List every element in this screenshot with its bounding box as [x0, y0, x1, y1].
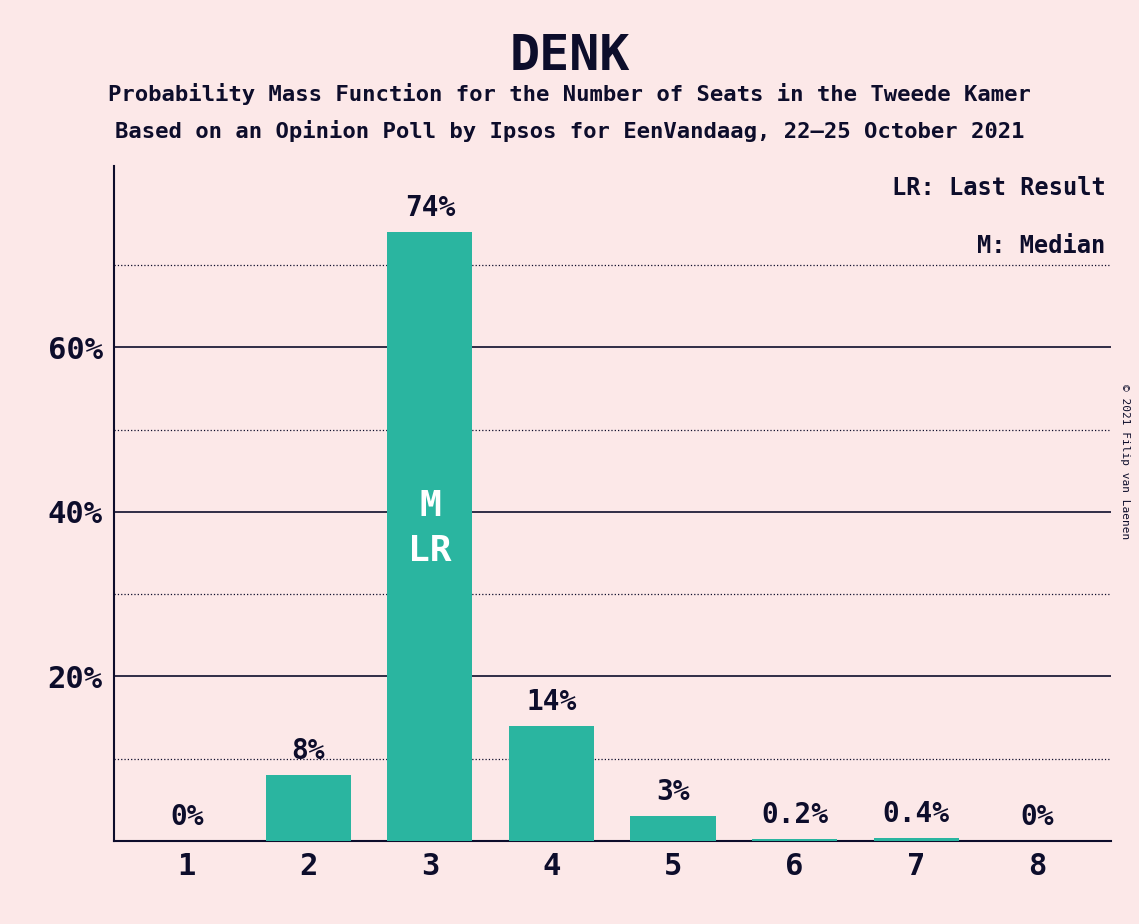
Text: 14%: 14%: [526, 687, 576, 716]
Text: Probability Mass Function for the Number of Seats in the Tweede Kamer: Probability Mass Function for the Number…: [108, 83, 1031, 105]
Text: DENK: DENK: [509, 32, 630, 80]
Bar: [752, 839, 837, 841]
Text: 0%: 0%: [1021, 803, 1055, 831]
Bar: [631, 816, 715, 841]
Text: 8%: 8%: [292, 737, 325, 765]
Text: LR: Last Result: LR: Last Result: [892, 176, 1106, 201]
Bar: [265, 775, 351, 841]
Text: 0.2%: 0.2%: [761, 801, 828, 830]
Text: Based on an Opinion Poll by Ipsos for EenVandaag, 22–25 October 2021: Based on an Opinion Poll by Ipsos for Ee…: [115, 120, 1024, 142]
Text: M
LR: M LR: [408, 489, 452, 567]
Text: 74%: 74%: [404, 194, 454, 223]
Text: 0.4%: 0.4%: [883, 799, 950, 828]
Text: 3%: 3%: [656, 778, 690, 807]
Bar: [387, 232, 473, 841]
Text: 0%: 0%: [170, 803, 204, 831]
Bar: [509, 725, 593, 841]
Text: M: Median: M: Median: [977, 234, 1106, 258]
Bar: [874, 837, 959, 841]
Text: © 2021 Filip van Laenen: © 2021 Filip van Laenen: [1121, 384, 1130, 540]
